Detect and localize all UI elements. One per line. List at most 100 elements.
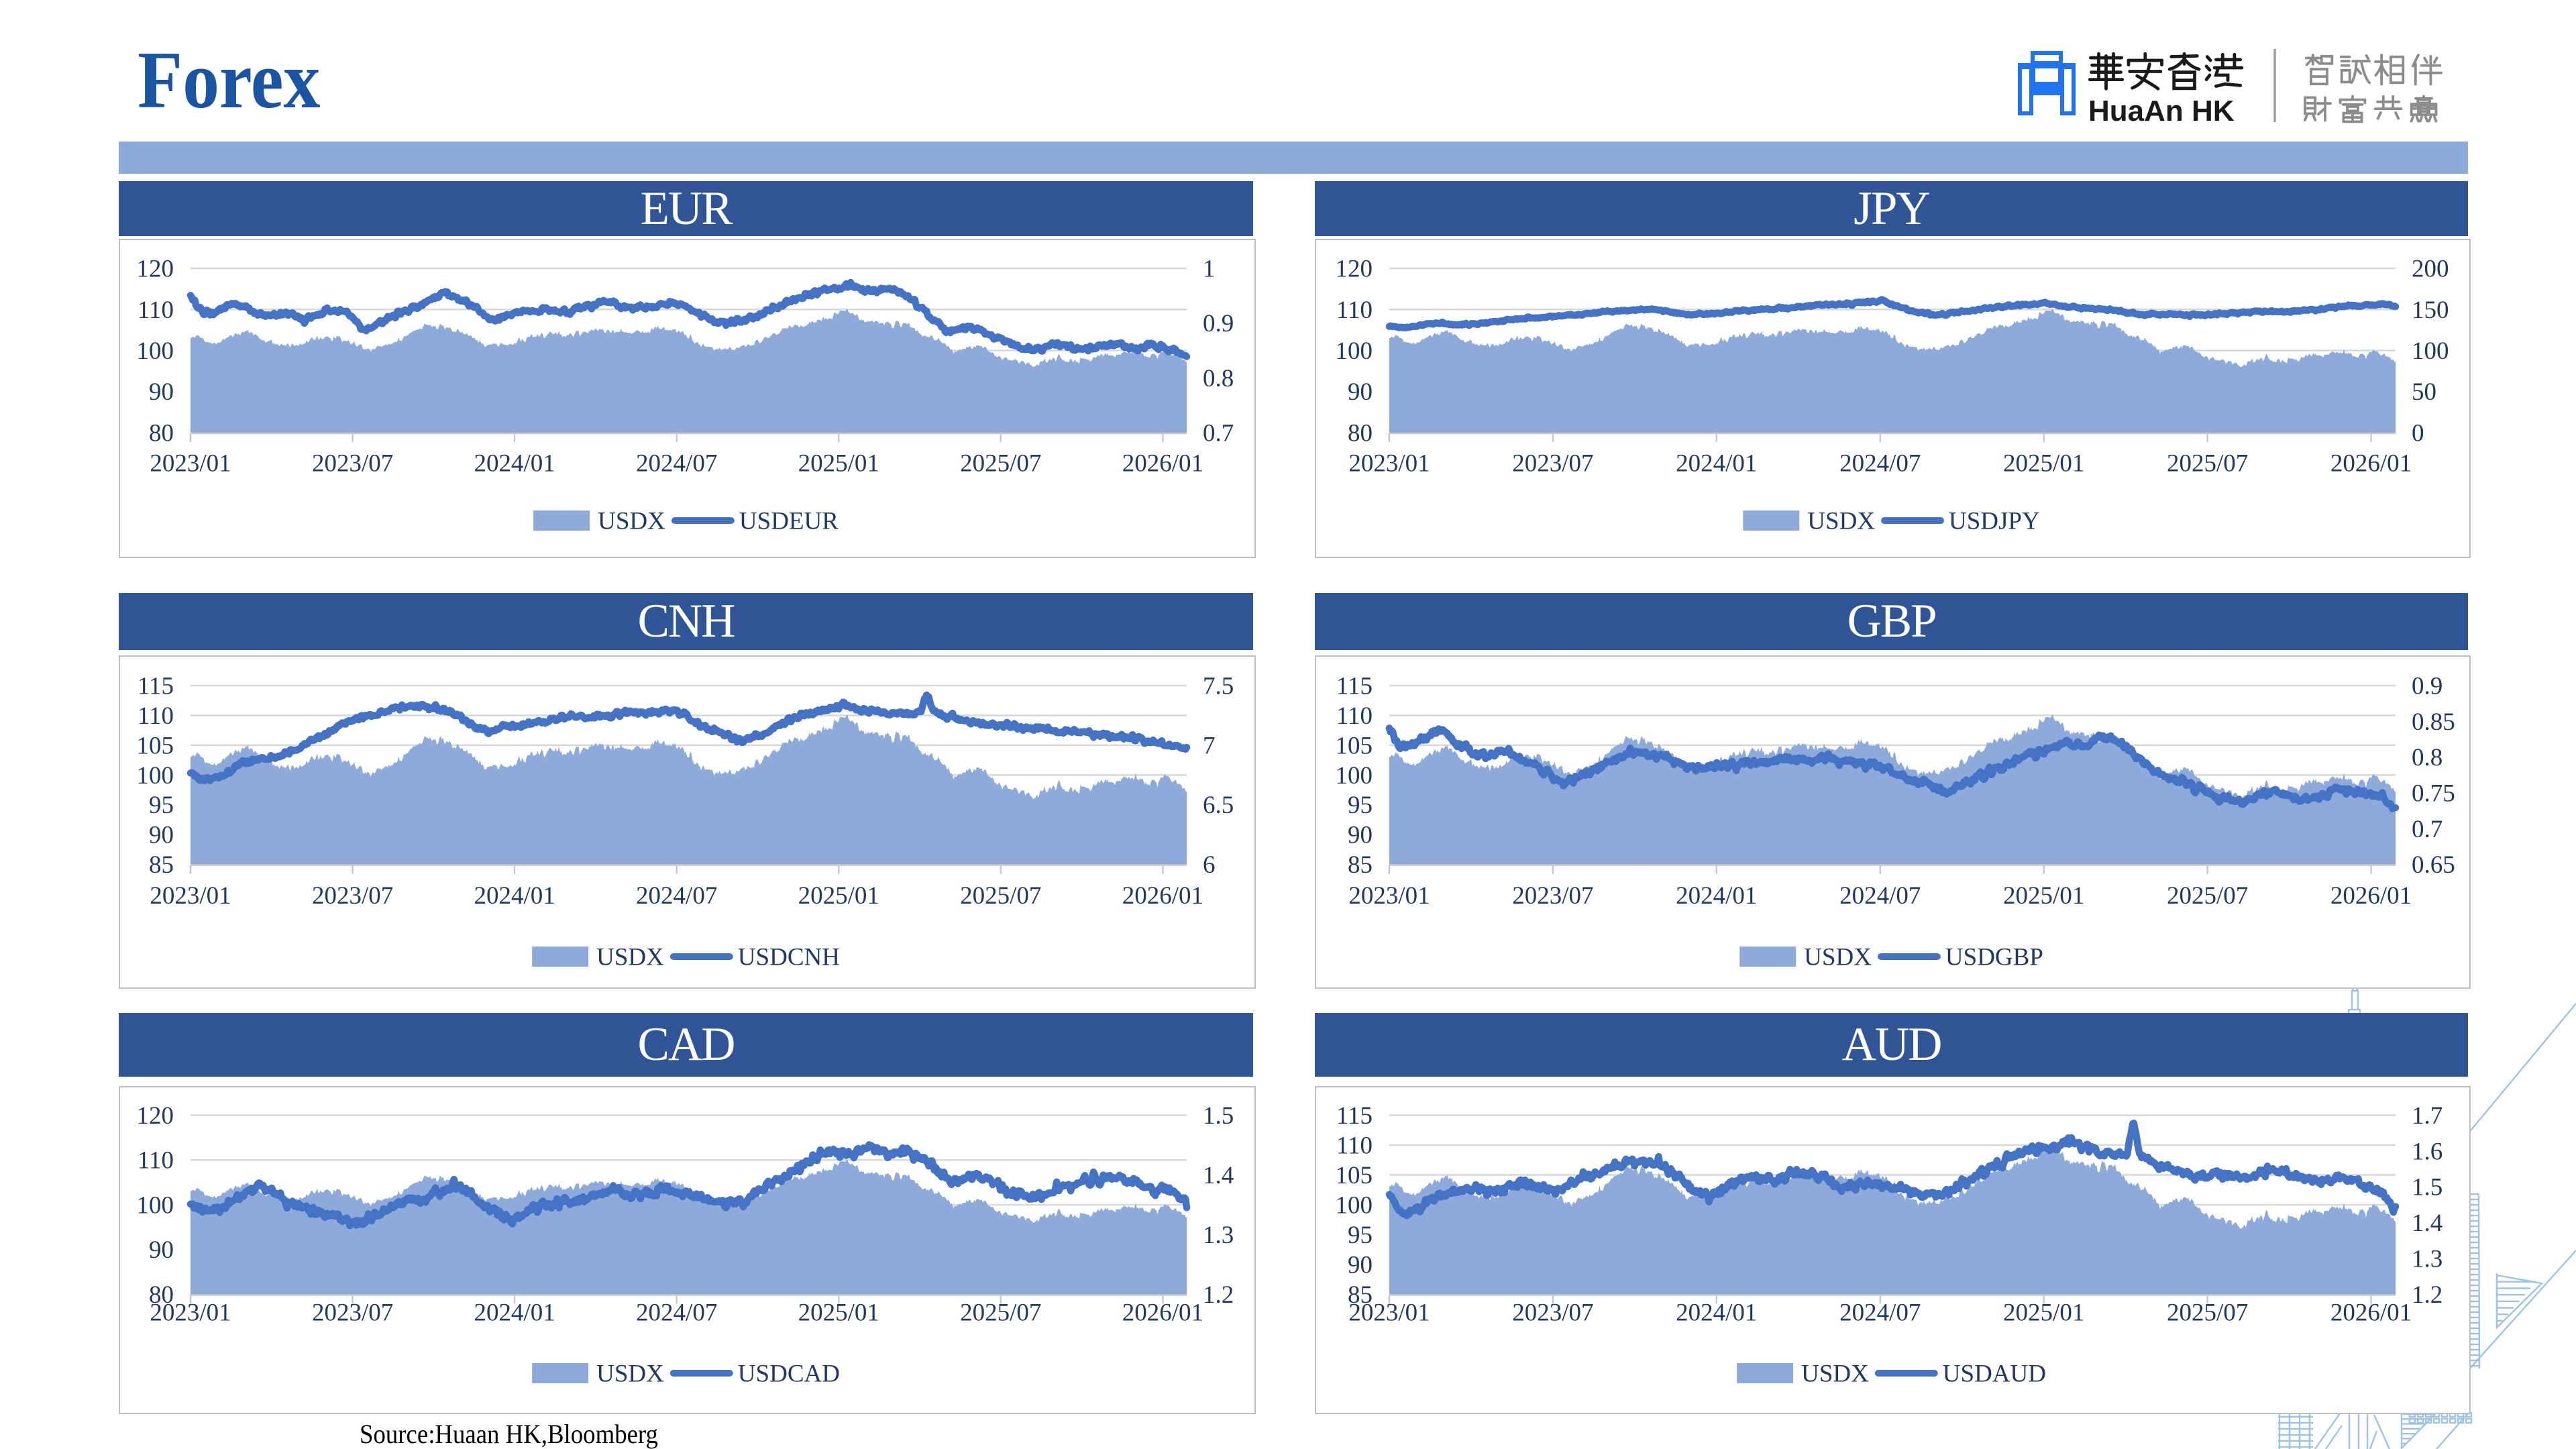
svg-text:2025/07: 2025/07	[2167, 882, 2248, 910]
svg-text:USDJPY: USDJPY	[1949, 508, 2040, 535]
svg-text:USDX: USDX	[1807, 508, 1875, 535]
svg-text:100: 100	[1336, 1192, 1373, 1220]
svg-text:2023/01: 2023/01	[1348, 450, 1430, 478]
svg-text:0: 0	[2412, 420, 2424, 447]
svg-text:2026/01: 2026/01	[2330, 1299, 2412, 1327]
svg-text:1: 1	[1203, 256, 1216, 283]
svg-text:2025/01: 2025/01	[798, 450, 879, 478]
svg-text:2026/01: 2026/01	[1122, 1299, 1203, 1327]
svg-text:2024/01: 2024/01	[1676, 1299, 1757, 1327]
svg-text:120: 120	[137, 1102, 174, 1130]
svg-text:100: 100	[137, 1192, 174, 1220]
svg-text:USDGBP: USDGBP	[1945, 944, 2043, 971]
svg-text:0.8: 0.8	[1203, 365, 1234, 392]
svg-text:115: 115	[1336, 1102, 1373, 1130]
svg-text:1.2: 1.2	[1203, 1281, 1234, 1309]
svg-text:2023/01: 2023/01	[1348, 1299, 1430, 1327]
svg-text:1.3: 1.3	[1203, 1222, 1234, 1249]
svg-text:2024/07: 2024/07	[636, 1299, 717, 1327]
svg-text:USDX: USDX	[596, 1360, 664, 1388]
svg-text:USDCAD: USDCAD	[738, 1360, 840, 1388]
svg-text:2024/07: 2024/07	[636, 882, 717, 910]
svg-text:0.85: 0.85	[2412, 708, 2455, 736]
svg-text:105: 105	[1336, 732, 1373, 759]
svg-text:2024/07: 2024/07	[1839, 450, 1921, 478]
svg-text:115: 115	[1336, 673, 1373, 700]
svg-text:90: 90	[149, 1236, 174, 1264]
svg-text:150: 150	[2412, 297, 2449, 324]
svg-text:110: 110	[138, 297, 174, 324]
svg-text:0.75: 0.75	[2412, 780, 2455, 808]
svg-text:2024/01: 2024/01	[1676, 882, 1757, 910]
svg-text:100: 100	[137, 337, 174, 365]
svg-text:2023/07: 2023/07	[1512, 450, 1593, 478]
svg-text:100: 100	[137, 762, 174, 790]
svg-text:USDX: USDX	[1801, 1360, 1869, 1388]
svg-text:USDX: USDX	[596, 944, 664, 971]
svg-text:USDCNH: USDCNH	[738, 944, 840, 971]
svg-text:95: 95	[149, 792, 174, 819]
svg-text:100: 100	[2412, 337, 2449, 365]
svg-text:USDEUR: USDEUR	[739, 508, 839, 535]
svg-text:0.9: 0.9	[2412, 673, 2443, 700]
svg-text:2023/01: 2023/01	[150, 882, 231, 910]
svg-text:2025/01: 2025/01	[798, 1299, 879, 1327]
svg-text:85: 85	[1348, 1281, 1373, 1309]
svg-text:2023/07: 2023/07	[312, 1299, 393, 1327]
svg-text:0.7: 0.7	[2412, 816, 2443, 843]
svg-text:110: 110	[138, 702, 174, 730]
svg-text:85: 85	[1348, 851, 1373, 879]
svg-text:2026/01: 2026/01	[1122, 882, 1203, 910]
svg-text:2024/01: 2024/01	[474, 882, 555, 910]
svg-text:90: 90	[1348, 1252, 1373, 1279]
svg-text:2024/01: 2024/01	[474, 1299, 555, 1327]
svg-text:2025/07: 2025/07	[960, 882, 1041, 910]
svg-text:2026/01: 2026/01	[2330, 882, 2412, 910]
svg-text:1.6: 1.6	[2412, 1138, 2443, 1165]
svg-text:2024/07: 2024/07	[1839, 1299, 1921, 1327]
svg-text:50: 50	[2412, 378, 2436, 406]
svg-text:0.8: 0.8	[2412, 744, 2443, 771]
svg-text:2025/01: 2025/01	[798, 882, 879, 910]
svg-text:90: 90	[149, 822, 174, 849]
svg-text:1.7: 1.7	[2412, 1102, 2443, 1130]
svg-text:110: 110	[1336, 297, 1373, 324]
svg-text:USDAUD: USDAUD	[1943, 1360, 2046, 1388]
svg-text:2023/07: 2023/07	[312, 882, 393, 910]
svg-text:0.65: 0.65	[2412, 851, 2455, 879]
svg-text:2023/07: 2023/07	[1512, 882, 1593, 910]
svg-text:80: 80	[149, 1281, 174, 1309]
svg-text:95: 95	[1348, 792, 1373, 819]
svg-text:2025/01: 2025/01	[2003, 882, 2084, 910]
svg-text:1.5: 1.5	[1203, 1102, 1234, 1130]
svg-text:2023/07: 2023/07	[312, 450, 393, 478]
svg-text:2023/01: 2023/01	[1348, 882, 1430, 910]
svg-text:0.9: 0.9	[1203, 310, 1234, 337]
svg-text:2025/07: 2025/07	[2167, 1299, 2248, 1327]
svg-text:1.3: 1.3	[2412, 1246, 2443, 1273]
svg-text:6: 6	[1203, 851, 1216, 879]
svg-text:2024/07: 2024/07	[1839, 882, 1921, 910]
svg-text:80: 80	[149, 420, 174, 447]
svg-text:100: 100	[1336, 762, 1373, 790]
svg-text:110: 110	[1336, 1132, 1373, 1159]
svg-text:7.5: 7.5	[1203, 673, 1234, 700]
svg-text:100: 100	[1336, 337, 1373, 365]
svg-text:90: 90	[1348, 822, 1373, 849]
svg-text:120: 120	[137, 256, 174, 283]
svg-text:90: 90	[1348, 378, 1373, 406]
svg-text:2026/01: 2026/01	[1122, 450, 1203, 478]
svg-text:2023/01: 2023/01	[150, 450, 231, 478]
svg-text:1.4: 1.4	[1203, 1162, 1234, 1189]
svg-text:105: 105	[1336, 1162, 1373, 1189]
svg-text:2023/01: 2023/01	[150, 1299, 231, 1327]
svg-text:110: 110	[138, 1147, 174, 1175]
svg-text:1.5: 1.5	[2412, 1174, 2443, 1201]
svg-text:2025/07: 2025/07	[960, 1299, 1041, 1327]
svg-text:2025/07: 2025/07	[960, 450, 1041, 478]
svg-text:95: 95	[1348, 1222, 1373, 1249]
svg-text:120: 120	[1336, 256, 1373, 283]
svg-text:200: 200	[2412, 256, 2449, 283]
svg-text:1.4: 1.4	[2412, 1210, 2443, 1237]
svg-text:6.5: 6.5	[1203, 792, 1234, 819]
